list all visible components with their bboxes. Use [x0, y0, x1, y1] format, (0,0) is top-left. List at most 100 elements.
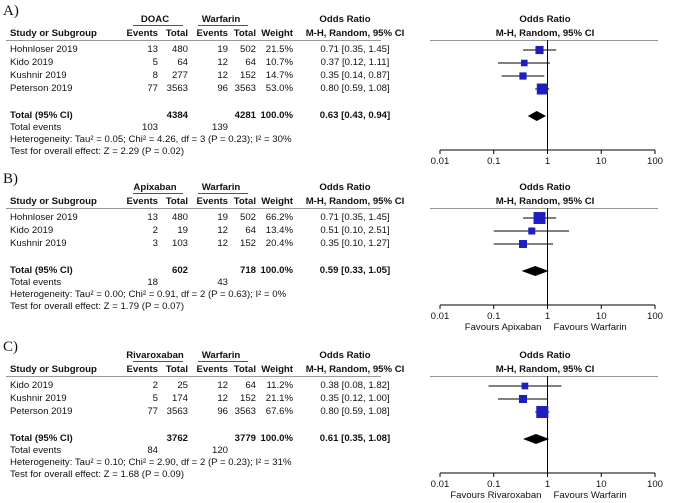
- group-header-underline: [198, 361, 248, 362]
- drug-events: 5: [152, 393, 158, 404]
- x-tick-label: 10: [596, 479, 607, 490]
- comp-events: 96: [217, 83, 228, 94]
- forest-panel-1: A) DOAC Warfarin Odds Ratio Odds Ratio Study …: [0, 0, 678, 167]
- total-drug-n: 602: [171, 265, 188, 276]
- pooled-diamond: [522, 434, 550, 444]
- comp-total-header: Total: [233, 196, 256, 207]
- total-or-ci: 0.61 [0.35, 1.08]: [319, 433, 391, 444]
- study-or-ci: 0.35 [0.10, 1.27]: [320, 238, 390, 249]
- study-or-ci: 0.71 [0.35, 1.45]: [320, 44, 390, 55]
- study-or-ci: 0.35 [0.14, 0.87]: [320, 70, 390, 81]
- comp-events: 12: [217, 393, 228, 404]
- forest-plot-svg: 0.01 0.1 1 10 100 Favours Rivaroxaban Favours …: [431, 376, 663, 501]
- study-name: Hohnloser 2019: [10, 44, 78, 55]
- comp-events-header: Events: [196, 364, 228, 375]
- pooled-diamond: [521, 266, 549, 276]
- x-tick-label: 100: [647, 311, 663, 322]
- header-rule: [6, 208, 381, 209]
- study-or-ci: 0.37 [0.12, 1.11]: [320, 57, 390, 68]
- forest-panel-3: C) Rivaroxaban Warfarin Odds Ratio Odds Rati…: [0, 336, 678, 503]
- drug-total: 480: [171, 212, 188, 223]
- study-or-ci: 0.35 [0.12, 1.00]: [320, 393, 390, 404]
- weight-header: Weight: [261, 196, 293, 207]
- study-square: [519, 240, 527, 248]
- or-method-header: M-H, Random, 95% CI: [305, 196, 405, 207]
- total-label: Total (95% CI): [10, 265, 73, 276]
- study-name: Kushnir 2019: [10, 70, 67, 81]
- total-events-comp: 43: [217, 277, 228, 288]
- comp-events: 19: [217, 44, 228, 55]
- x-tick-label: 0.1: [487, 311, 500, 322]
- comparator-group-header: Warfarin: [201, 182, 241, 193]
- group-header-underline: [133, 193, 183, 194]
- study-weight: 66.2%: [265, 212, 293, 223]
- study-name: Kido 2019: [10, 380, 54, 391]
- favours-right-label: Favours Warfarin: [554, 322, 627, 333]
- drug-group-header: Apixaban: [133, 182, 177, 193]
- comp-events: 12: [217, 70, 228, 81]
- drug-total: 64: [177, 57, 188, 68]
- or-method-header: M-H, Random, 95% CI: [305, 28, 405, 39]
- drug-events-header: Events: [126, 364, 158, 375]
- pooled-diamond: [527, 111, 547, 121]
- drug-total-header: Total: [165, 364, 188, 375]
- overall-effect-text: Test for overall effect: Z = 1.68 (P = 0…: [10, 469, 185, 480]
- or-method-header: M-H, Random, 95% CI: [305, 364, 405, 375]
- x-tick-label: 0.01: [431, 311, 450, 322]
- drug-total-header: Total: [165, 196, 188, 207]
- study-name: Hohnloser 2019: [10, 212, 78, 223]
- drug-events: 2: [152, 380, 158, 391]
- study-name: Peterson 2019: [10, 83, 73, 94]
- comp-events-header: Events: [196, 28, 228, 39]
- study-weight: 14.7%: [265, 70, 293, 81]
- drug-events: 77: [147, 83, 158, 94]
- heterogeneity-text: Heterogeneity: Tau² = 0.05; Chi² = 4.26,…: [10, 134, 292, 145]
- header-rule: [6, 376, 381, 377]
- panel-label: C): [3, 339, 18, 355]
- study-name: Kushnir 2019: [10, 393, 67, 404]
- study-or-ci: 0.51 [0.10, 2.51]: [320, 225, 390, 236]
- study-name: Kido 2019: [10, 57, 54, 68]
- total-events-drug: 84: [147, 445, 158, 456]
- x-tick-label: 0.01: [431, 156, 450, 167]
- comp-total: 3563: [234, 83, 256, 94]
- drug-events: 3: [152, 238, 158, 249]
- total-drug-n: 3762: [166, 433, 188, 444]
- total-events-label: Total events: [10, 445, 62, 456]
- total-comp-n: 718: [239, 265, 256, 276]
- study-square: [536, 83, 548, 95]
- study-weight: 67.6%: [265, 406, 293, 417]
- comp-total-header: Total: [233, 28, 256, 39]
- total-events-drug: 103: [141, 122, 158, 133]
- favours-left-label: Favours Rivaroxaban: [450, 490, 541, 501]
- comp-total: 64: [245, 225, 256, 236]
- x-tick-label: 0.01: [431, 479, 450, 490]
- x-tick-label: 0.1: [487, 156, 500, 167]
- study-square: [520, 59, 528, 67]
- study-or-ci: 0.80 [0.59, 1.08]: [320, 83, 390, 94]
- forest-or-title-header: Odds Ratio: [519, 350, 571, 361]
- x-tick-label: 1: [545, 156, 550, 167]
- drug-events-header: Events: [126, 196, 158, 207]
- comparator-group-header: Warfarin: [201, 14, 241, 25]
- total-events-drug: 18: [147, 277, 158, 288]
- total-events-label: Total events: [10, 277, 62, 288]
- group-header-underline: [133, 25, 183, 26]
- favours-right-label: Favours Warfarin: [554, 490, 627, 501]
- drug-total: 174: [171, 393, 188, 404]
- comp-events: 19: [217, 212, 228, 223]
- x-tick-label: 0.1: [487, 479, 500, 490]
- drug-events: 2: [152, 225, 158, 236]
- comp-total: 152: [239, 70, 256, 81]
- study-square: [519, 72, 527, 80]
- drug-events: 13: [147, 44, 158, 55]
- study-square: [536, 405, 549, 419]
- comp-events: 12: [217, 57, 228, 68]
- study-or-ci: 0.38 [0.08, 1.82]: [320, 380, 390, 391]
- study-or-ci: 0.71 [0.35, 1.45]: [320, 212, 390, 223]
- study-square: [533, 212, 546, 224]
- study-or-ci: 0.80 [0.59, 1.08]: [320, 406, 390, 417]
- heterogeneity-text: Heterogeneity: Tau² = 0.00; Chi² = 0.91,…: [10, 289, 287, 300]
- comp-total-header: Total: [233, 364, 256, 375]
